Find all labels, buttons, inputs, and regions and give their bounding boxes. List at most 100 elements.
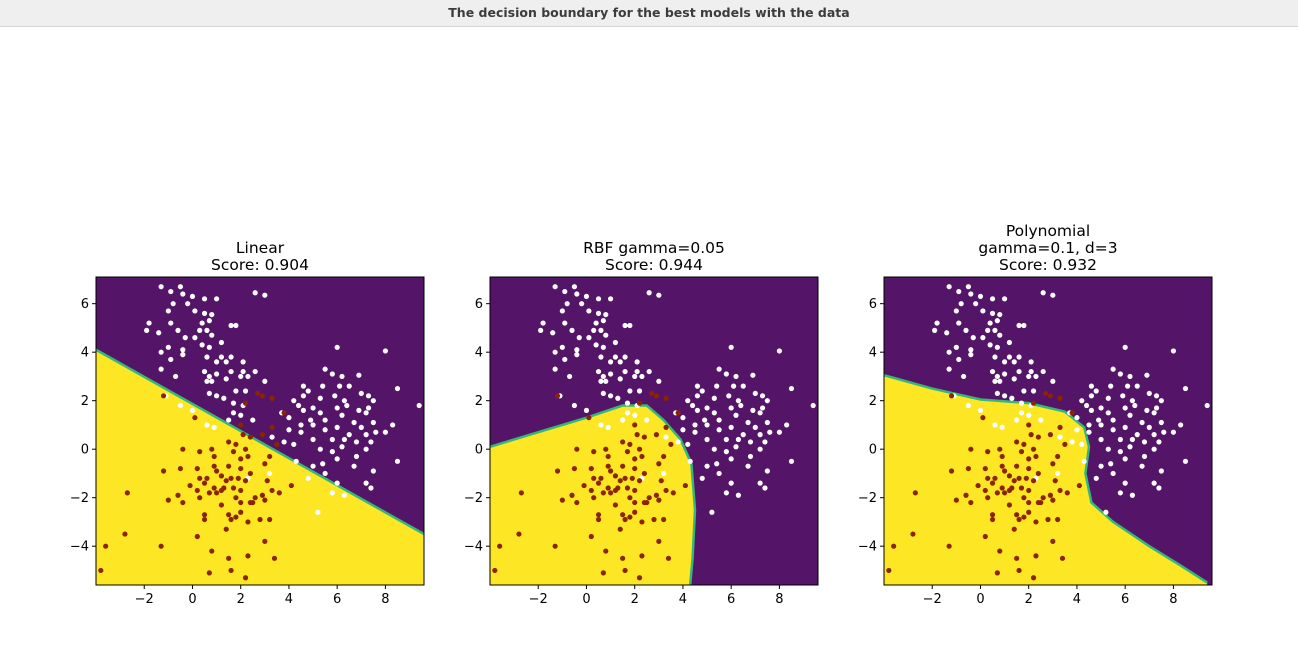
point-class-a: [218, 339, 225, 346]
point-class-a: [1151, 410, 1157, 416]
point-class-a: [946, 349, 952, 355]
point-class-b: [1011, 526, 1017, 532]
point-class-a: [583, 293, 590, 300]
point-class-a: [694, 407, 701, 413]
point-class-b: [620, 463, 626, 469]
x-tick-label: 8: [775, 592, 783, 607]
point-class-a: [189, 407, 196, 413]
point-class-a: [228, 354, 234, 360]
point-class-b: [1026, 456, 1032, 462]
point-class-b: [245, 453, 251, 460]
point-class-a: [146, 320, 152, 326]
point-class-a: [172, 373, 179, 380]
region-class-b: [490, 405, 695, 585]
point-class-b: [223, 526, 229, 532]
point-class-b: [953, 497, 959, 503]
point-class-b: [632, 487, 638, 494]
point-class-a: [223, 359, 229, 365]
point-class-b: [569, 492, 575, 498]
point-class-a: [168, 320, 174, 326]
point-class-a: [1098, 405, 1104, 411]
point-class-b: [1057, 424, 1063, 430]
point-class-b: [124, 490, 130, 496]
scatter-points: [98, 284, 422, 581]
point-class-b: [1030, 575, 1037, 581]
point-class-b: [226, 463, 232, 469]
y-tick-label: −4: [70, 540, 89, 555]
point-class-b: [641, 499, 647, 506]
point-class-a: [262, 292, 268, 298]
point-class-b: [238, 465, 244, 472]
point-class-b: [1023, 475, 1029, 481]
point-class-b: [607, 468, 614, 474]
point-class-b: [891, 543, 897, 549]
point-class-b: [910, 531, 916, 537]
point-class-b: [634, 432, 640, 438]
point-class-b: [588, 465, 594, 472]
point-class-b: [226, 512, 232, 518]
point-class-a: [281, 439, 287, 445]
point-class-a: [997, 332, 1003, 338]
point-class-a: [987, 342, 993, 348]
point-class-a: [1050, 378, 1056, 384]
point-class-b: [617, 526, 623, 532]
point-class-a: [363, 432, 369, 438]
point-class-a: [213, 296, 220, 302]
point-class-a: [574, 291, 580, 297]
point-class-a: [204, 354, 210, 360]
point-class-a: [269, 434, 275, 440]
point-class-b: [622, 567, 628, 574]
point-class-b: [982, 533, 988, 540]
point-class-a: [168, 288, 174, 295]
point-class-a: [1117, 436, 1123, 443]
point-class-a: [267, 470, 273, 477]
point-class-b: [238, 456, 244, 462]
point-class-b: [620, 512, 626, 518]
point-class-a: [735, 398, 742, 404]
point-class-a: [622, 368, 628, 375]
point-class-a: [617, 376, 623, 382]
point-class-b: [1014, 555, 1020, 561]
point-class-a: [644, 417, 650, 423]
point-class-a: [994, 318, 1000, 324]
point-class-a: [764, 468, 770, 474]
point-class-a: [992, 354, 998, 360]
point-class-a: [305, 475, 311, 481]
point-class-a: [735, 436, 742, 443]
point-class-a: [607, 359, 614, 365]
point-class-a: [310, 463, 316, 469]
point-class-a: [714, 461, 720, 467]
y-tick-label: 2: [475, 394, 483, 409]
point-class-b: [242, 400, 249, 406]
point-class-a: [358, 424, 364, 430]
point-class-a: [1127, 444, 1133, 450]
point-class-b: [1001, 468, 1008, 474]
point-class-a: [1139, 463, 1145, 469]
point-class-a: [538, 327, 544, 333]
point-class-b: [588, 487, 594, 494]
point-class-b: [989, 516, 996, 523]
point-class-a: [586, 308, 592, 314]
point-class-a: [295, 402, 302, 409]
point-class-b: [1028, 432, 1034, 438]
point-class-a: [334, 456, 340, 462]
point-class-a: [1122, 480, 1128, 486]
point-class-a: [334, 344, 340, 350]
point-class-a: [612, 339, 619, 346]
point-class-a: [1103, 509, 1109, 515]
point-class-a: [1182, 458, 1189, 464]
point-class-a: [300, 393, 307, 399]
point-class-a: [228, 368, 234, 375]
point-class-a: [353, 453, 360, 460]
point-class-a: [339, 412, 345, 418]
point-class-a: [1161, 429, 1167, 435]
y-tick-label: 4: [869, 346, 877, 361]
point-class-b: [160, 468, 167, 474]
point-class-a: [661, 470, 667, 477]
point-class-a: [238, 412, 244, 418]
point-class-a: [245, 373, 251, 380]
point-class-a: [322, 427, 328, 433]
point-class-a: [574, 352, 580, 358]
point-class-a: [1132, 402, 1138, 409]
